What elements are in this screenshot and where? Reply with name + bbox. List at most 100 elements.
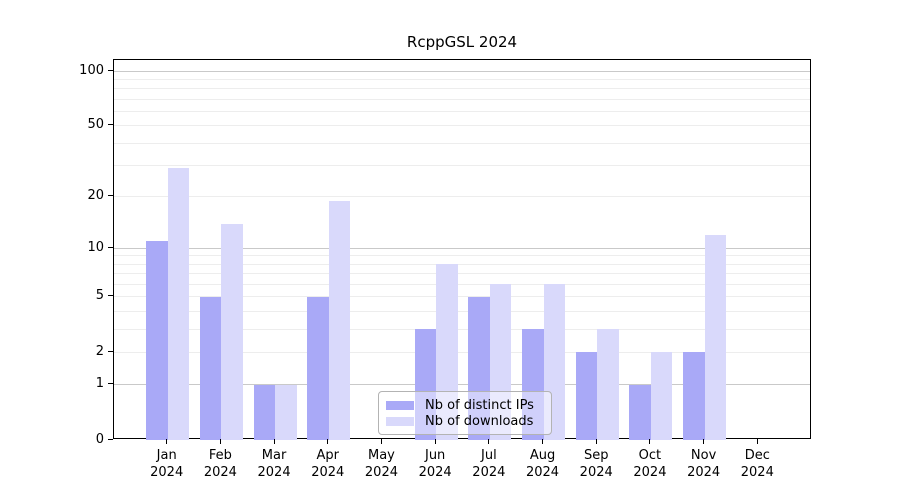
legend-swatch-downloads	[386, 416, 414, 426]
x-tick-label-month: Feb 2024	[192, 447, 248, 481]
year-label: 2024	[150, 465, 184, 480]
bar-ips-apr	[307, 296, 329, 440]
bar-downloads-feb	[221, 223, 243, 440]
gridline-minor	[114, 310, 810, 312]
gridline-minor	[114, 296, 810, 298]
month-label: Dec	[744, 448, 770, 463]
x-tick-mark	[273, 439, 275, 444]
month-label: Sep	[583, 448, 609, 463]
year-label: 2024	[687, 465, 721, 480]
y-tick-label: 1	[95, 376, 104, 392]
legend-item-distinct-ips: Nb of distinct IPs	[386, 398, 543, 413]
bar-downloads-mar	[275, 384, 297, 440]
legend-label-distinct-ips: Nb of distinct IPs	[425, 397, 534, 413]
x-tick-mark	[327, 439, 329, 444]
bar-ips-nov	[683, 352, 705, 440]
gridline-minor	[114, 255, 810, 257]
y-tick-mark	[108, 124, 113, 126]
legend: Nb of distinct IPs Nb of downloads	[378, 391, 552, 435]
y-tick-mark	[108, 195, 113, 197]
bar-downloads-aug	[543, 284, 566, 440]
bar-downloads-jul	[489, 284, 512, 440]
gridline-minor	[114, 78, 810, 80]
x-tick-mark	[380, 439, 382, 444]
x-tick-mark	[649, 439, 651, 444]
bar-ips-jan	[146, 241, 168, 440]
y-tick-mark	[108, 295, 113, 297]
y-tick-label: 2	[95, 343, 104, 359]
x-tick-label-month: Oct 2024	[622, 447, 678, 481]
y-tick-label: 10	[87, 239, 104, 255]
bar-ips-jul	[468, 296, 490, 440]
year-label: 2024	[633, 465, 667, 480]
month-label: Apr	[316, 448, 340, 463]
bar-downloads-oct	[650, 352, 673, 440]
x-tick-label-month: Aug 2024	[515, 447, 571, 481]
month-label: Oct	[638, 448, 662, 463]
y-tick-mark	[108, 383, 113, 385]
x-tick-label-month: Jan 2024	[139, 447, 195, 481]
year-label: 2024	[418, 465, 452, 480]
year-label: 2024	[364, 465, 398, 480]
x-tick-mark	[219, 439, 221, 444]
gridline-minor	[114, 164, 810, 166]
year-label: 2024	[525, 465, 560, 480]
gridline-minor	[114, 273, 810, 275]
bar-downloads-jan	[167, 168, 190, 440]
bar-downloads-apr	[328, 200, 351, 440]
x-tick-label-month: May 2024	[353, 447, 409, 481]
year-label: 2024	[203, 465, 237, 480]
x-tick-label-month: Sep 2024	[568, 447, 624, 481]
year-label: 2024	[311, 465, 345, 480]
legend-swatch-distinct-ips	[386, 400, 414, 410]
bar-ips-aug	[522, 329, 544, 440]
bar-ips-mar	[253, 384, 276, 440]
x-tick-mark	[595, 439, 597, 444]
year-label: 2024	[579, 465, 613, 480]
y-tick-label: 20	[87, 188, 104, 204]
y-tick-mark	[108, 69, 113, 71]
x-tick-label-month: Dec 2024	[729, 447, 785, 481]
month-label: Jun	[424, 448, 446, 463]
bar-ips-jun	[414, 329, 437, 440]
gridline-major	[114, 384, 810, 386]
gridline-minor	[114, 110, 810, 112]
bar-downloads-jun	[436, 264, 458, 440]
month-label: May	[368, 448, 395, 463]
legend-label-downloads: Nb of downloads	[425, 413, 534, 429]
gridline-minor	[114, 98, 810, 100]
gridline-major	[114, 247, 810, 249]
bar-ips-sep	[575, 352, 598, 440]
legend-item-downloads: Nb of downloads	[386, 414, 543, 429]
gridline-major	[114, 70, 810, 72]
x-tick-mark	[703, 439, 705, 444]
y-tick-mark	[108, 246, 113, 248]
month-label: Jan	[156, 448, 177, 463]
bar-ips-feb	[199, 296, 222, 440]
month-label: Jul	[481, 448, 497, 463]
month-label: Mar	[261, 448, 287, 463]
x-tick-label-month: Mar 2024	[246, 447, 302, 481]
month-label: Aug	[529, 448, 556, 463]
year-label: 2024	[257, 465, 291, 480]
month-label: Feb	[208, 448, 232, 463]
gridline-minor	[114, 196, 810, 198]
bar-downloads-nov	[704, 234, 727, 440]
y-tick-label: 5	[95, 288, 104, 304]
year-label: 2024	[740, 465, 774, 480]
gridline-minor	[114, 351, 810, 353]
x-tick-mark	[166, 439, 168, 444]
x-tick-mark	[756, 439, 758, 444]
bar-ips-oct	[629, 384, 651, 440]
x-tick-mark	[542, 439, 544, 444]
x-tick-mark	[488, 439, 490, 444]
y-tick-label: 0	[95, 431, 104, 447]
x-tick-label-month: Jun 2024	[407, 447, 463, 481]
x-tick-label-month: Nov 2024	[676, 447, 732, 481]
month-label: Nov	[690, 448, 717, 463]
gridline-minor	[114, 283, 810, 285]
year-label: 2024	[472, 465, 506, 480]
y-tick-mark	[108, 350, 113, 352]
x-tick-label-month: Apr 2024	[300, 447, 356, 481]
